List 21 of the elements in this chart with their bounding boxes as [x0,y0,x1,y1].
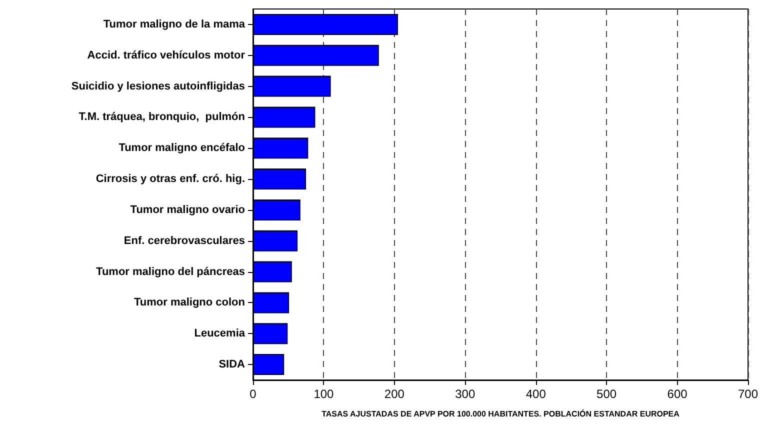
y-tick-label: Tumor maligno encéfalo [118,142,246,154]
y-tick-label: T.M. tráquea, bronquio, pulmón [78,111,246,124]
x-axis-title: TASAS AJUSTADAS DE APVP POR 100.000 HABITANTES. POBLACIÓN ESTANDAR EUROPEA [322,408,680,418]
x-tick-label: 700 [738,387,758,401]
x-tick-label: 500 [596,387,617,401]
x-tick-label: 600 [667,387,688,401]
y-tick-label: Cirrosis y otras enf. cró. hig. [96,173,245,186]
x-tick-label: 0 [250,387,257,401]
x-tick-label: 400 [526,387,546,401]
y-tick-label: Accid. tráfico vehículos motor [87,49,246,62]
y-tick-label: Suicidio y lesiones autoinfligidas [71,80,245,92]
x-tick-label: 100 [314,387,334,401]
y-tick-label: Tumor maligno de la mama [103,18,246,30]
y-tick-label: Tumor maligno colon [134,296,246,309]
y-tick-label: Tumor maligno ovario [130,204,246,216]
x-tick-label: 300 [455,387,476,401]
y-tick-label: Leucemia [194,328,246,340]
y-tick-label: Tumor maligno del páncreas [96,266,245,278]
y-tick-label: Enf. cerebrovasculares [124,234,245,247]
y-tick-label: SIDA [218,358,246,371]
x-tick-label: 200 [384,387,405,401]
